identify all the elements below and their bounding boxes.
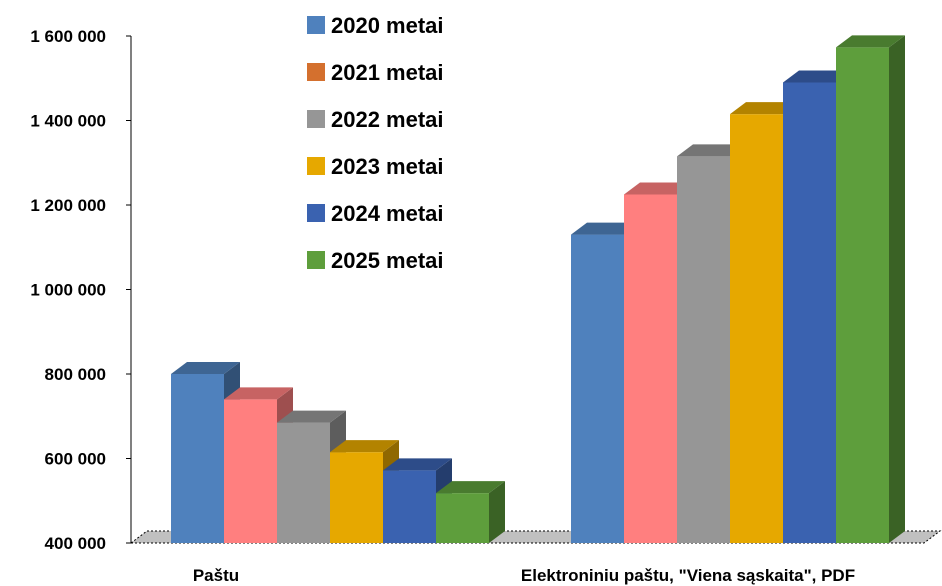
- legend-label: 2021 metai: [331, 60, 444, 85]
- y-tick-label: 1 600 000: [30, 27, 106, 46]
- bar-front: [383, 470, 436, 543]
- x-axis-labels: Paštu Elektroniniu paštu, "Viena sąskaita…: [193, 566, 855, 585]
- legend-label: 2025 metai: [331, 248, 444, 273]
- y-tick-label: 1 400 000: [30, 112, 106, 131]
- bar-front: [624, 194, 677, 543]
- bar-top: [624, 182, 693, 195]
- bar-front: [783, 82, 836, 543]
- bar-front: [677, 156, 730, 543]
- legend-label: 2022 metai: [331, 107, 444, 132]
- legend-label: 2023 metai: [331, 154, 444, 179]
- legend-item: 2022 metai: [307, 107, 444, 132]
- legend-swatch: [307, 204, 325, 222]
- bar-front: [730, 114, 783, 543]
- bar-front: [571, 234, 624, 543]
- legend-label: 2024 metai: [331, 201, 444, 226]
- bar-side: [489, 481, 505, 543]
- bar-top: [677, 144, 746, 157]
- y-axis: 400 000 600 000 800 000 1 000 000 1 200 000 1…: [30, 27, 132, 553]
- bar-front: [224, 399, 277, 543]
- y-tick-label: 1 200 000: [30, 196, 106, 215]
- y-tick-label: 400 000: [45, 534, 106, 553]
- bar: [436, 481, 505, 543]
- bar-front: [277, 422, 330, 543]
- bar-top: [330, 440, 399, 453]
- bar-top: [171, 362, 240, 374]
- bar-top: [571, 222, 640, 235]
- bar-front: [330, 452, 383, 543]
- bar-top: [783, 70, 852, 83]
- bar-top: [436, 481, 505, 494]
- x-category-label: Elektroniniu paštu, "Viena sąskaita", PD…: [521, 566, 855, 585]
- legend-swatch: [307, 251, 325, 269]
- legend-item: 2023 metai: [307, 154, 444, 179]
- bars-group: [171, 35, 905, 543]
- bar-front: [436, 493, 489, 543]
- legend-item: 2021 metai: [307, 60, 444, 85]
- bar-front: [836, 47, 889, 543]
- bar-top: [277, 410, 346, 423]
- legend-swatch: [307, 63, 325, 81]
- bar: [836, 35, 905, 543]
- bar-front: [171, 374, 224, 543]
- bar-top: [224, 387, 293, 400]
- bar-top: [836, 35, 905, 48]
- legend: 2020 metai 2021 metai 2022 metai 2023 metai…: [307, 13, 444, 273]
- legend-item: 2024 metai: [307, 201, 444, 226]
- bar-top: [383, 458, 452, 471]
- legend-item: 2020 metai: [307, 13, 444, 38]
- legend-swatch: [307, 110, 325, 128]
- bar-side: [889, 35, 905, 543]
- legend-item: 2025 metai: [307, 248, 444, 273]
- y-tick-label: 800 000: [45, 365, 106, 384]
- legend-swatch: [307, 157, 325, 175]
- y-tick-label: 600 000: [45, 450, 106, 469]
- y-tick-label: 1 000 000: [30, 281, 106, 300]
- legend-label: 2020 metai: [331, 13, 444, 38]
- legend-swatch: [307, 16, 325, 34]
- bar-top: [730, 102, 799, 115]
- x-category-label: Paštu: [193, 566, 239, 585]
